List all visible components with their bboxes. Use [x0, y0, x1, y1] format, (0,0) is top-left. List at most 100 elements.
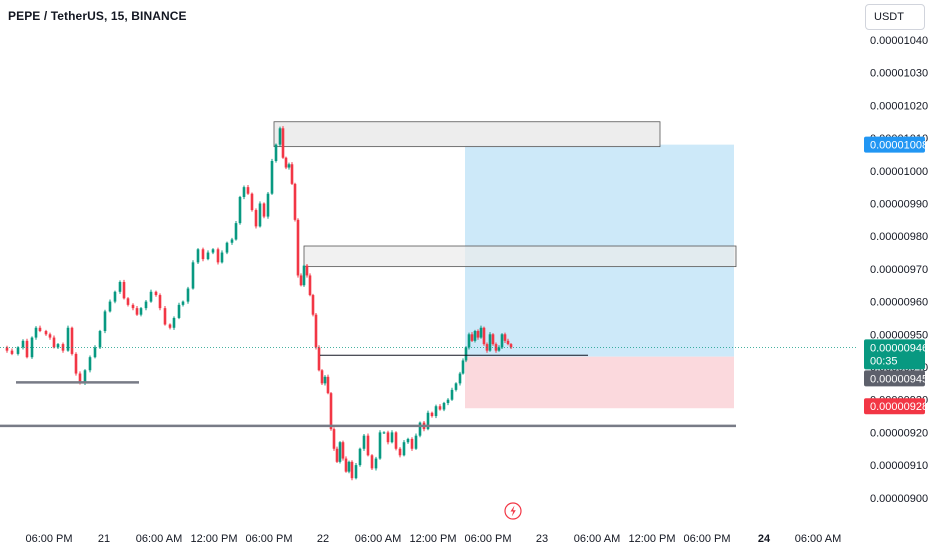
x-tick-label: 06:00 AM: [795, 533, 841, 545]
candle-body: [108, 301, 112, 312]
x-tick-label: 12:00 PM: [190, 533, 237, 545]
candle-body: [430, 412, 434, 417]
candle-body: [344, 458, 348, 472]
last-price-tag: 0.00000946: [870, 342, 928, 354]
candle-body: [66, 327, 70, 351]
candle-body: [196, 249, 200, 263]
y-tick-label: 0.00000990: [870, 199, 928, 211]
candle-body: [230, 239, 234, 243]
lines-layer: [0, 346, 858, 428]
candle-body: [434, 406, 438, 417]
candle-body: [225, 242, 229, 253]
entry-price-tag-bg: [864, 370, 925, 387]
candle-body: [30, 337, 34, 358]
candle-body: [154, 291, 158, 296]
time-axis[interactable]: 06:00 PM 21 06:00 AM 12:00 PM 06:00 PM 22 06:0…: [25, 533, 841, 545]
x-tick-label: 06:00 PM: [464, 533, 511, 545]
candle-body: [479, 327, 483, 338]
candle-body: [473, 331, 477, 341]
candle-body: [378, 432, 382, 459]
candle-body: [131, 304, 135, 309]
candle-body: [281, 128, 285, 158]
candle-body: [181, 301, 185, 305]
candle-body: [418, 422, 422, 436]
candle-body: [113, 291, 117, 302]
candle-body: [135, 308, 139, 315]
candle-body: [398, 448, 402, 456]
candle-body: [186, 288, 190, 302]
y-tick-label: 0.00000950: [870, 329, 928, 341]
candle-body: [290, 164, 294, 184]
candle-body: [314, 314, 318, 348]
candle-body: [93, 347, 97, 358]
candle-body: [70, 327, 74, 354]
x-tick-label: 22: [317, 533, 329, 545]
candle-body: [56, 344, 60, 348]
resistance-box-mid[interactable]: [303, 245, 737, 268]
candle-body: [308, 275, 312, 296]
candle-body: [454, 383, 458, 390]
x-tick-label: 06:00 AM: [574, 533, 620, 545]
candle-body: [163, 308, 167, 325]
candle-body: [287, 164, 291, 168]
candle-body: [402, 442, 406, 456]
price-axis[interactable]: 0.000010400.000010300.000010200.00001010…: [870, 35, 928, 505]
candle-body: [500, 334, 504, 348]
y-tick-label: 0.00000920: [870, 427, 928, 439]
candle-body: [238, 196, 242, 224]
candle-body: [320, 370, 324, 384]
candle-body: [458, 373, 462, 384]
candle-body: [464, 347, 468, 361]
candle-body: [38, 327, 42, 332]
candle-body: [168, 324, 172, 328]
candle-body: [366, 435, 370, 456]
candle-body: [506, 340, 510, 345]
candle-body: [211, 249, 215, 253]
x-tick-label: 06:00 PM: [245, 533, 292, 545]
candle-body: [48, 334, 52, 338]
candle-body: [332, 429, 336, 449]
candle-body: [390, 432, 394, 443]
last-price-tag-bg: [864, 339, 925, 370]
stop-price-tag: 0.00000928: [870, 401, 928, 413]
candle-body: [347, 461, 351, 472]
candle-body: [149, 291, 153, 302]
candle-body: [503, 334, 507, 341]
candle-body: [34, 327, 38, 338]
candle-body: [350, 461, 354, 479]
candle-body: [5, 347, 9, 351]
candle-body: [358, 448, 362, 466]
candle-body: [509, 344, 513, 348]
candle-body: [370, 455, 374, 469]
candle-body: [476, 331, 480, 338]
candle-body: [335, 448, 339, 462]
candle-body: [122, 281, 126, 299]
x-tick-label: 21: [98, 533, 110, 545]
candle-body: [293, 183, 297, 220]
lightning-icon[interactable]: [504, 502, 522, 520]
chart-title: PEPE / TetherUS, 15, BINANCE: [8, 9, 187, 23]
candle-body: [374, 458, 378, 469]
candle-body: [266, 193, 270, 217]
candle-body: [446, 399, 450, 403]
candle-body: [144, 301, 148, 309]
candle-body: [442, 402, 446, 410]
y-tick-label: 0.00001040: [870, 35, 928, 47]
candle-body: [191, 262, 195, 289]
resistance-box-top[interactable]: [273, 121, 661, 148]
candle-body: [491, 334, 495, 345]
candle-body: [341, 442, 345, 459]
x-tick-label: 06:00 AM: [136, 533, 182, 545]
entry-price-tag: 0.00000945: [870, 373, 928, 385]
x-tick-label: 12:00 PM: [409, 533, 456, 545]
candle-body: [461, 360, 465, 374]
currency-selector[interactable]: USDT: [865, 4, 925, 30]
candle-body: [220, 252, 224, 263]
candles-layer: [5, 126, 513, 481]
currency-label: USDT: [874, 11, 904, 23]
candle-body: [305, 265, 309, 276]
candle-body: [270, 160, 274, 194]
y-tick-label: 0.00001000: [870, 166, 928, 178]
x-tick-label: 06:00 PM: [683, 533, 730, 545]
